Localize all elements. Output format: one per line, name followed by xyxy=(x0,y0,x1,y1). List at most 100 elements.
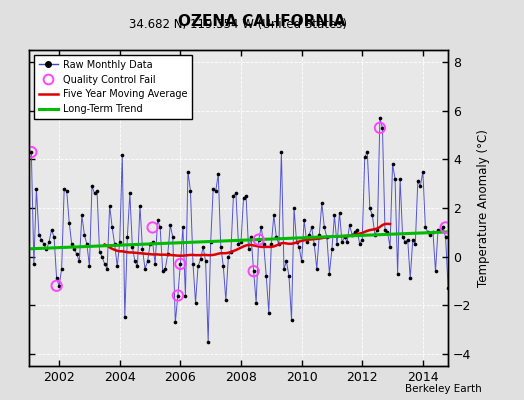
Point xyxy=(398,234,407,240)
Point xyxy=(47,227,56,233)
Point xyxy=(27,149,36,155)
Point xyxy=(42,246,51,252)
Point xyxy=(335,210,344,216)
Point xyxy=(173,292,182,299)
Point xyxy=(300,217,308,223)
Point xyxy=(333,241,341,248)
Point xyxy=(171,319,180,326)
Point xyxy=(411,241,420,248)
Point xyxy=(130,258,139,265)
Point xyxy=(234,241,243,248)
Point xyxy=(366,205,374,211)
Point xyxy=(111,241,119,248)
Point xyxy=(146,241,154,248)
Point xyxy=(40,241,48,248)
Point xyxy=(95,248,104,255)
Point xyxy=(78,212,86,218)
Point xyxy=(376,124,384,131)
Point xyxy=(257,224,265,231)
Point xyxy=(441,224,450,231)
Point xyxy=(341,234,349,240)
Point xyxy=(421,224,430,231)
Point xyxy=(224,254,233,260)
Point xyxy=(401,239,409,245)
Point xyxy=(444,285,452,292)
Point xyxy=(353,227,362,233)
Point xyxy=(441,234,450,240)
Point xyxy=(272,234,280,240)
Point xyxy=(201,258,210,265)
Point xyxy=(280,266,288,272)
Point xyxy=(403,236,412,243)
Point xyxy=(298,258,306,265)
Point xyxy=(189,261,197,267)
Point xyxy=(229,193,237,199)
Point xyxy=(434,227,442,233)
Point xyxy=(376,115,384,121)
Point xyxy=(244,246,253,252)
Point xyxy=(305,232,313,238)
Point xyxy=(212,188,220,194)
Point xyxy=(128,244,137,250)
Point xyxy=(144,258,152,265)
Point xyxy=(118,151,126,158)
Point xyxy=(285,273,293,279)
Point xyxy=(313,266,321,272)
Point xyxy=(199,244,208,250)
Point xyxy=(388,161,397,168)
Point xyxy=(292,239,301,245)
Point xyxy=(98,254,106,260)
Point xyxy=(126,190,134,197)
Point xyxy=(338,239,346,245)
Point xyxy=(138,246,147,252)
Point xyxy=(386,244,394,250)
Point xyxy=(136,202,144,209)
Point xyxy=(270,212,278,218)
Title: 34.682 N, 119.354 W (United States): 34.682 N, 119.354 W (United States) xyxy=(129,18,347,31)
Point xyxy=(85,263,94,270)
Point xyxy=(323,234,331,240)
Point xyxy=(255,236,263,243)
Point xyxy=(133,263,141,270)
Point xyxy=(179,224,187,231)
Point xyxy=(436,227,445,233)
Point xyxy=(32,185,40,192)
Point xyxy=(320,224,329,231)
Point xyxy=(308,224,316,231)
Point xyxy=(27,149,36,155)
Point xyxy=(154,217,162,223)
Point xyxy=(68,241,76,248)
Point xyxy=(378,124,387,131)
Point xyxy=(416,183,424,189)
Point xyxy=(247,234,255,240)
Point xyxy=(141,266,149,272)
Point xyxy=(163,251,172,257)
Point xyxy=(37,236,46,243)
Point xyxy=(277,149,286,155)
Point xyxy=(83,241,91,248)
Point xyxy=(184,168,192,175)
Point xyxy=(394,270,402,277)
Point xyxy=(191,300,200,306)
Point xyxy=(259,241,268,248)
Point xyxy=(348,232,356,238)
Point xyxy=(209,185,217,192)
Point xyxy=(88,183,96,189)
Point xyxy=(406,275,414,282)
Point xyxy=(176,261,184,267)
Text: Berkeley Earth: Berkeley Earth xyxy=(406,384,482,394)
Point xyxy=(383,229,391,236)
Point xyxy=(60,185,69,192)
Point xyxy=(101,261,109,267)
Point xyxy=(35,232,43,238)
Point xyxy=(242,193,250,199)
Point xyxy=(105,202,114,209)
Point xyxy=(431,268,440,274)
Point xyxy=(239,195,248,202)
Point xyxy=(148,224,157,231)
Point xyxy=(151,261,159,267)
Point xyxy=(295,244,303,250)
Point xyxy=(186,188,194,194)
Point xyxy=(249,268,258,274)
Point xyxy=(391,176,399,182)
